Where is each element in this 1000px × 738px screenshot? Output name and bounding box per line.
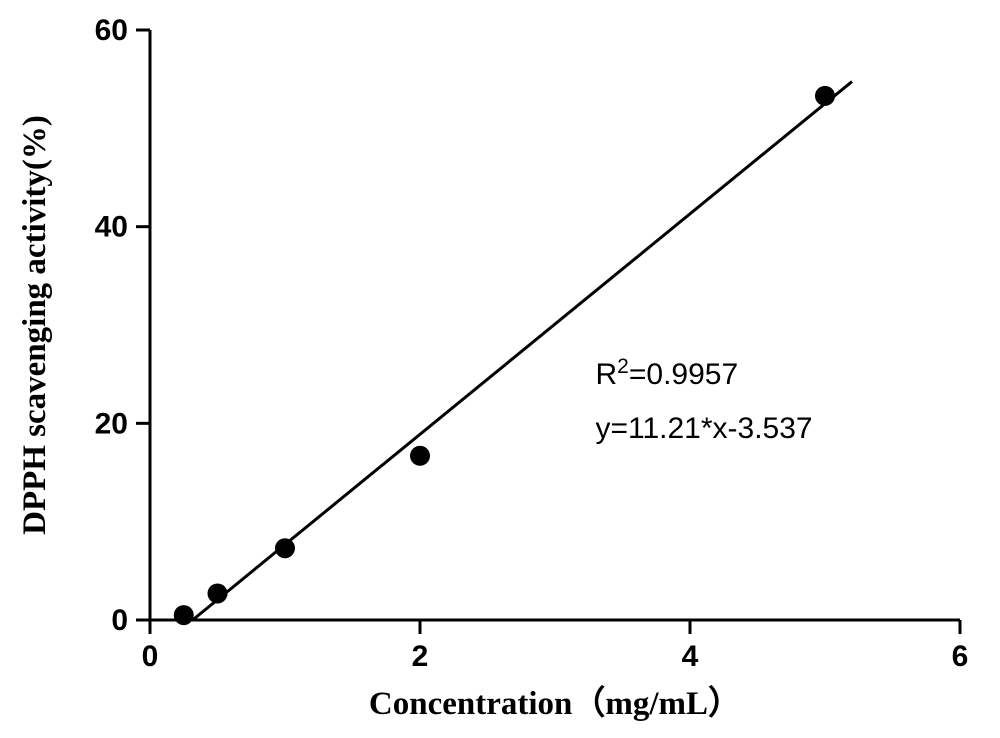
y-axis-label: DPPH scavenging activity(%)	[17, 115, 53, 535]
data-point	[410, 446, 430, 466]
x-tick-label: 4	[682, 640, 699, 673]
x-tick-label: 6	[952, 640, 969, 673]
data-point	[815, 86, 835, 106]
data-point	[208, 583, 228, 603]
x-tick-label: 0	[142, 640, 159, 673]
y-tick-label: 0	[111, 604, 128, 637]
data-point	[275, 538, 295, 558]
x-tick-label: 2	[412, 640, 429, 673]
annotation-equation: y=11.21*x-3.537	[596, 412, 813, 445]
scatter-chart: 02460204060Concentration（mg/mL）DPPH scav…	[0, 0, 1000, 738]
y-tick-label: 40	[95, 211, 128, 244]
x-axis-label: Concentration（mg/mL）	[369, 685, 741, 722]
chart-container: 02460204060Concentration（mg/mL）DPPH scav…	[0, 0, 1000, 738]
annotation-r2: R2=0.9957	[596, 355, 739, 392]
y-tick-label: 20	[95, 407, 128, 440]
y-tick-label: 60	[95, 14, 128, 47]
data-point	[174, 605, 194, 625]
